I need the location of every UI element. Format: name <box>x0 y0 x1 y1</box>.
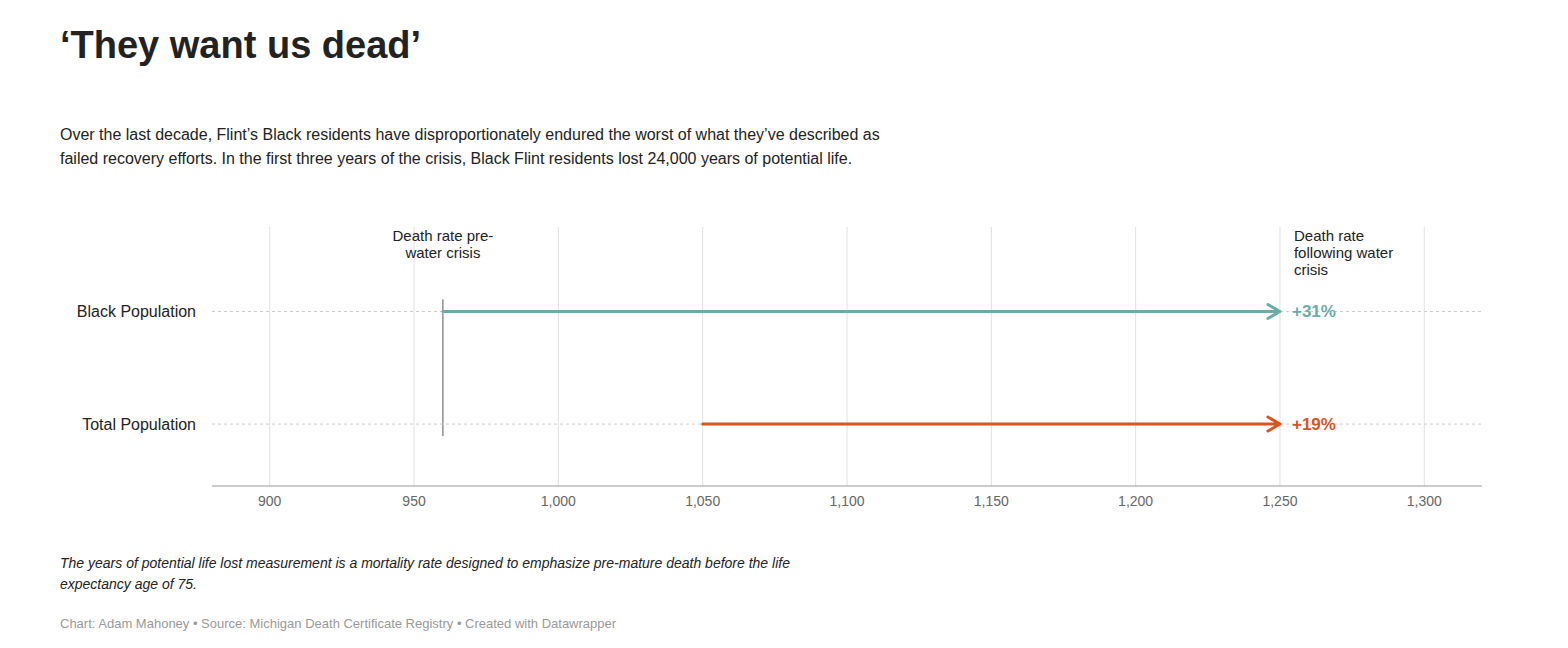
x-axis <box>212 486 1482 487</box>
annotation: Death rate pre-water crisis <box>392 227 493 261</box>
chart: ‘They want us dead’ Over the last decade,… <box>0 0 1568 648</box>
tick-label: 1,150 <box>974 493 1009 509</box>
change-label: +19% <box>1292 415 1336 434</box>
tick-label: 1,050 <box>685 493 720 509</box>
row-label: Total Population <box>82 416 196 433</box>
footnote: The years of potential life lost measure… <box>60 555 790 592</box>
change-label: +31% <box>1292 302 1336 321</box>
plot-area <box>212 299 1482 436</box>
tick-label: 1,250 <box>1262 493 1297 509</box>
arrow <box>703 417 1280 431</box>
annotation: Death ratefollowing watercrisis <box>1294 227 1393 278</box>
grid-line <box>702 227 703 486</box>
text-line: failed recovery efforts. In the first th… <box>60 150 852 167</box>
background <box>0 0 1568 648</box>
text-line: Chart: Adam Mahoney • Source: Michigan D… <box>60 616 617 631</box>
title: ‘They want us dead’ <box>60 24 421 66</box>
tick-label: 1,100 <box>829 493 864 509</box>
text-line: Death rate <box>1294 227 1364 244</box>
grid-line <box>1424 227 1425 486</box>
grid-line <box>269 227 270 486</box>
annotation-line <box>442 299 443 436</box>
tick-label: 1,200 <box>1118 493 1153 509</box>
grid-line <box>991 227 992 486</box>
tick-label: 900 <box>258 493 282 509</box>
grid-line <box>414 227 415 486</box>
grid-line <box>1135 227 1136 486</box>
text-line: expectancy age of 75. <box>60 576 197 592</box>
grid-line <box>1279 227 1280 486</box>
arrow <box>443 304 1280 318</box>
text-line: Over the last decade, Flint’s Black resi… <box>60 126 880 143</box>
row-label: Black Population <box>77 303 196 320</box>
tick-label: 1,300 <box>1407 493 1442 509</box>
grid-line <box>558 227 559 486</box>
tick-label: 950 <box>402 493 426 509</box>
text-line: crisis <box>1294 261 1328 278</box>
text-line: Death rate pre- <box>392 227 493 244</box>
grid-line <box>847 227 848 486</box>
footnote: Chart: Adam Mahoney • Source: Michigan D… <box>60 616 617 631</box>
text-line: following water <box>1294 244 1393 261</box>
tick-label: 1,000 <box>541 493 576 509</box>
text-line: The years of potential life lost measure… <box>60 555 790 571</box>
subtitle: Over the last decade, Flint’s Black resi… <box>60 126 880 167</box>
text-line: water crisis <box>404 244 480 261</box>
